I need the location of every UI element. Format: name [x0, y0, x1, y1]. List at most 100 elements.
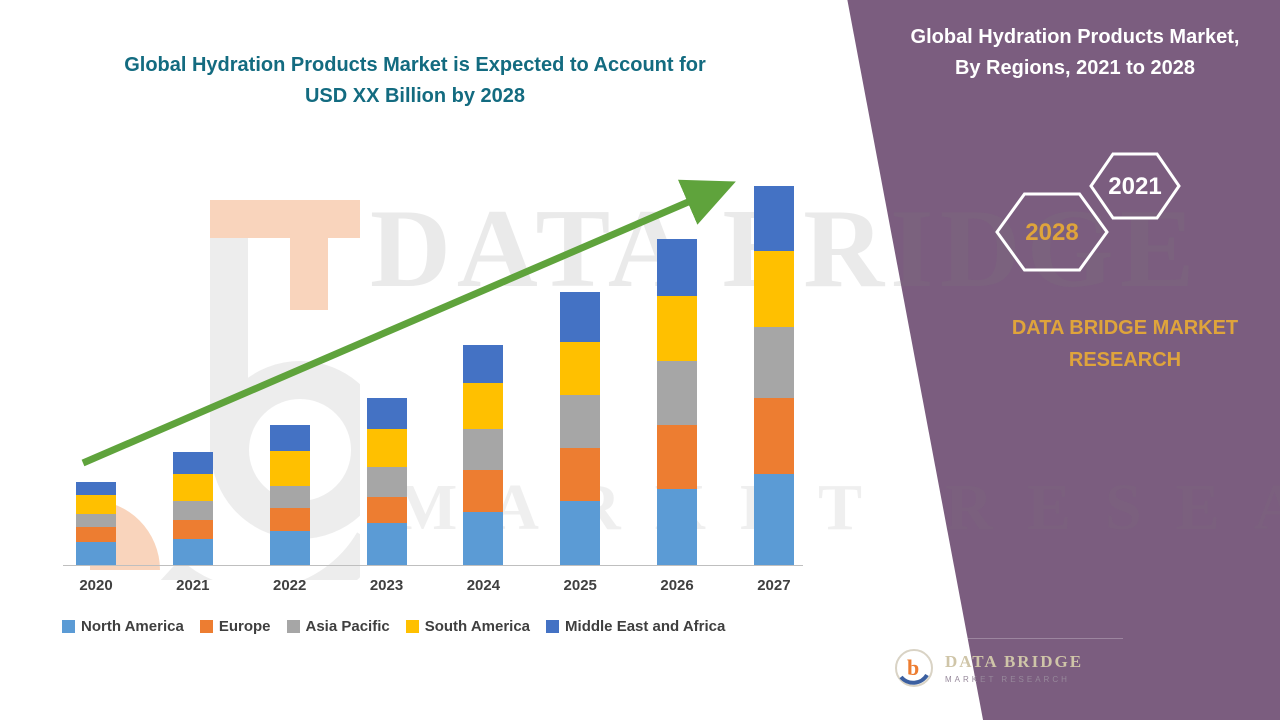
chart-title-line1: Global Hydration Products Market is Expe… [124, 54, 706, 76]
x-axis-label: 2027 [757, 577, 791, 594]
bar-stack [76, 481, 116, 565]
bar-stack [463, 345, 504, 565]
bar-column-2026 [646, 239, 708, 565]
bar-segment-2027 [753, 186, 794, 251]
legend-item: Middle East and Africa [546, 618, 725, 635]
bar-segment-2023 [366, 398, 407, 429]
legend-label: Europe [218, 618, 271, 635]
bar-segment-2023 [366, 428, 407, 467]
bar-segment-2026 [657, 296, 698, 361]
bar-segment-2027 [753, 474, 794, 565]
bar-segment-2020 [76, 513, 116, 528]
panel-heading-line2: By Regions, 2021 to 2028 [954, 57, 1196, 79]
bar-segment-2022 [269, 451, 310, 486]
bar-column-2025 [549, 292, 611, 565]
footer-logo-text: DATA BRIDGE MARKET RESEARCH [945, 652, 1083, 684]
bar-segment-2026 [657, 489, 698, 565]
bar-segment-2020 [76, 495, 116, 514]
bar-segment-2022 [269, 485, 310, 509]
svg-text:b: b [907, 655, 919, 680]
bar-segment-2021 [172, 519, 213, 539]
bar-stack [172, 451, 213, 565]
bar-segment-2020 [76, 527, 116, 543]
brand-line2: RESEARCH [1068, 349, 1182, 371]
bar-segment-2025 [560, 341, 601, 395]
bar-segment-2024 [463, 383, 504, 429]
bar-stack [753, 186, 794, 565]
x-axis-label: 2026 [660, 577, 694, 594]
brand-name: DATA BRIDGE MARKET RESEARCH [965, 312, 1280, 376]
bar-segment-2020 [76, 481, 116, 496]
bar-segment-2023 [366, 523, 407, 565]
x-axis-label: 2024 [466, 577, 501, 594]
chart-legend: North America Europe Asia Pacific South Ame… [62, 618, 842, 635]
legend-swatch [62, 620, 75, 633]
bar-segment-2020 [76, 542, 116, 565]
brand-line1: DATA BRIDGE MARKET [1011, 317, 1239, 339]
bar-segment-2024 [463, 470, 504, 512]
bar-segment-2023 [366, 496, 407, 524]
bar-chart-plot [65, 175, 805, 565]
bar-segment-2021 [172, 500, 213, 520]
bar-column-2022 [259, 424, 321, 565]
legend-item: South America [405, 618, 531, 635]
bar-segment-2026 [657, 239, 698, 297]
bar-stack [366, 398, 407, 565]
bar-segment-2027 [753, 326, 794, 399]
footer-logo: b DATA BRIDGE MARKET RESEARCH [893, 638, 1123, 689]
legend-item: Asia Pacific [286, 618, 390, 635]
bar-segment-2024 [463, 345, 504, 384]
bar-segment-2026 [657, 360, 698, 425]
bar-segment-2021 [172, 451, 213, 475]
legend-item: Europe [199, 618, 271, 635]
bar-stack [657, 239, 698, 565]
x-axis-labels: 2020 2021 2022 2023 2024 2025 2026 2027 [65, 577, 805, 594]
panel-heading-line1: Global Hydration Products Market, [910, 26, 1240, 48]
year-hexagons: 2028 2021 [995, 152, 1181, 272]
legend-swatch [405, 620, 419, 633]
legend-label: South America [424, 618, 531, 635]
footer-brand-name: DATA BRIDGE [945, 652, 1084, 671]
trend-arrow [81, 179, 736, 467]
bar-segment-2021 [172, 474, 213, 501]
bar-stack [269, 424, 310, 565]
legend-label: Asia Pacific [305, 618, 390, 635]
footer-brand-subtext: MARKET RESEARCH [945, 675, 1070, 684]
legend-swatch [546, 620, 560, 633]
bar-segment-2022 [269, 530, 310, 565]
hexagon-2028-label: 2028 [1025, 219, 1078, 246]
bar-segment-2023 [366, 466, 407, 497]
bar-segment-2021 [172, 538, 213, 565]
data-bridge-logo-icon: b [895, 649, 933, 687]
x-axis-line [63, 565, 803, 566]
chart-title-line2: USD XX Billion by 2028 [304, 85, 526, 107]
bar-segment-2024 [463, 512, 504, 565]
chart-title: Global Hydration Products Market is Expe… [40, 50, 790, 112]
bar-column-2024 [452, 345, 514, 565]
legend-swatch [199, 620, 213, 633]
x-axis-label: 2021 [176, 577, 210, 594]
panel-heading: Global Hydration Products Market, By Reg… [890, 22, 1260, 84]
bar-segment-2025 [560, 292, 601, 342]
x-axis-label: 2023 [369, 577, 404, 594]
hexagon-2028 [995, 192, 1109, 272]
bar-segment-2025 [560, 447, 601, 501]
bar-column-2023 [356, 398, 418, 565]
bar-segment-2027 [753, 398, 794, 475]
legend-swatch [286, 620, 300, 633]
bar-column-2021 [162, 451, 224, 565]
bar-stack-group [65, 175, 805, 565]
bar-column-2020 [65, 481, 127, 565]
bar-segment-2027 [753, 250, 794, 327]
bar-segment-2022 [269, 508, 310, 531]
x-axis-label: 2022 [273, 577, 307, 594]
bar-segment-2025 [560, 394, 601, 448]
x-axis-label: 2025 [563, 577, 597, 594]
legend-item: North America [62, 618, 184, 635]
bar-segment-2024 [463, 428, 504, 471]
bar-stack [560, 292, 601, 565]
hexagon-2021 [1089, 152, 1181, 220]
legend-label: North America [81, 618, 184, 635]
bar-segment-2022 [269, 424, 310, 452]
